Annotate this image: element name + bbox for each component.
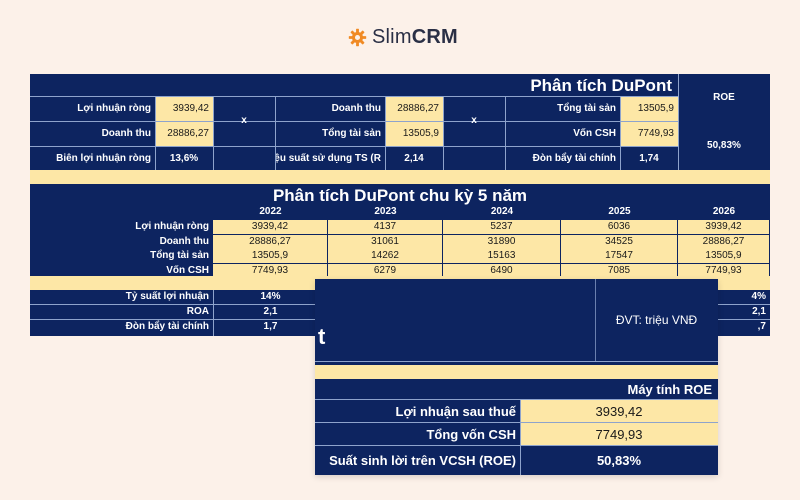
dupont-value[interactable]: 13505,9	[620, 97, 678, 121]
cycle-cell[interactable]: 31890	[443, 234, 560, 249]
separator-band	[30, 170, 770, 184]
ratio-value: 14%	[260, 291, 281, 302]
cycle-cell[interactable]: 13505,9	[213, 249, 327, 263]
cycle-row-label: Tổng tài sản	[150, 250, 209, 261]
net-profit-label: Lợi nhuận sau thuế	[395, 403, 516, 419]
ratio-label: ROA	[186, 306, 209, 317]
dupont-value[interactable]: 13505,9	[385, 122, 443, 146]
cycle-title: Phân tích DuPont chu kỳ 5 năm	[272, 185, 528, 205]
dupont-title: Phân tích DuPont	[530, 75, 672, 95]
partial-title: t	[318, 324, 326, 349]
ratio-value: 2,1	[263, 306, 278, 317]
dupont-label: Doanh thu	[101, 128, 151, 139]
cycle-cell[interactable]: 7749,93	[213, 263, 327, 278]
cycle-cell[interactable]: 14262	[328, 249, 442, 263]
calculator-title: Máy tính ROE	[627, 381, 712, 397]
slimcrm-logo: SlimCRM	[348, 24, 458, 50]
equity-label: Tổng vốn CSH	[426, 426, 516, 442]
roe-result-value: 50,83%	[596, 453, 642, 468]
cycle-cell[interactable]: 31061	[328, 234, 442, 249]
cycle-cell[interactable]: 6490	[443, 263, 560, 278]
cycle-row-label: Vốn CSH	[166, 264, 209, 276]
dupont-label: Đòn bẩy tài chính	[532, 152, 616, 164]
cycle-cell[interactable]: 34525	[561, 234, 677, 249]
equity-input[interactable]: 7749,93	[520, 423, 718, 445]
dupont-label: Doanh thu	[331, 103, 381, 114]
roe-value: 50,83%	[707, 140, 741, 151]
roe-result-label: Suất sinh lời trên VCSH (ROE)	[329, 453, 516, 468]
cycle-cell[interactable]: 28886,27	[213, 234, 327, 249]
cycle-cell[interactable]: 5237	[443, 220, 560, 234]
cycle-row-label: Doanh thu	[159, 235, 209, 247]
roe-calculator-panel: t ĐVT: triệu VNĐ Máy tính ROE Lợi nhuận …	[315, 279, 718, 475]
cycle-cell[interactable]: 3939,42	[213, 220, 327, 234]
dupont-label: Hiệu suất sử dụng TS (R	[275, 152, 381, 164]
dupont-label: Biên lợi nhuận ròng	[56, 152, 151, 164]
ratio-value: 1,7	[263, 321, 278, 332]
dupont-label: Tổng tài sản	[322, 128, 381, 139]
brand-name: SlimCRM	[372, 25, 458, 48]
multiply-sign: x	[471, 115, 477, 126]
ratio-value: 2,1	[752, 306, 766, 317]
dupont-value[interactable]: 28886,27	[385, 97, 443, 121]
gear-icon	[348, 28, 367, 46]
cycle-cell[interactable]: 7749,93	[678, 263, 769, 278]
ratio-value: ,7	[757, 321, 766, 332]
ratio-label: Đòn bẩy tài chính	[125, 321, 209, 332]
roe-header: ROE	[713, 92, 735, 103]
unit-label: ĐVT: triệu VNĐ	[615, 313, 698, 327]
dupont-value[interactable]: 3939,42	[155, 97, 213, 121]
cycle-cell[interactable]: 28886,27	[678, 234, 769, 249]
cycle-cell[interactable]: 15163	[443, 249, 560, 263]
net-profit-input[interactable]: 3939,42	[520, 400, 718, 422]
multiply-sign: x	[241, 115, 247, 126]
cycle-cell[interactable]: 7085	[561, 263, 677, 278]
cycle-cell[interactable]: 4137	[328, 220, 442, 234]
cycle-cell[interactable]: 13505,9	[678, 249, 769, 263]
cycle-row-label: Lợi nhuận ròng	[135, 221, 209, 232]
year-header: 2026	[712, 206, 736, 217]
year-header: 2025	[608, 206, 631, 217]
dupont-value[interactable]: 7749,93	[620, 122, 678, 146]
asset-turnover-value: 2,14	[404, 152, 424, 164]
cycle-cell[interactable]: 6036	[561, 220, 677, 234]
leverage-value: 1,74	[639, 152, 659, 164]
dupont-label: Lợi nhuận ròng	[77, 103, 151, 114]
cycle-cell[interactable]: 17547	[561, 249, 677, 263]
ratio-value: 4%	[751, 291, 766, 302]
year-header: 2023	[374, 206, 397, 217]
cycle-cell[interactable]: 3939,42	[678, 220, 769, 234]
net-margin-value: 13,6%	[169, 152, 199, 164]
ratio-label: Tỷ suất lợi nhuận	[125, 291, 209, 302]
year-header: 2022	[259, 206, 282, 217]
cycle-cell[interactable]: 6279	[328, 263, 442, 278]
dupont-label: Vốn CSH	[573, 128, 616, 139]
dupont-label: Tổng tài sản	[557, 103, 616, 114]
separator-band	[315, 365, 718, 379]
dupont-value[interactable]: 28886,27	[155, 122, 213, 146]
year-header: 2024	[490, 206, 514, 217]
